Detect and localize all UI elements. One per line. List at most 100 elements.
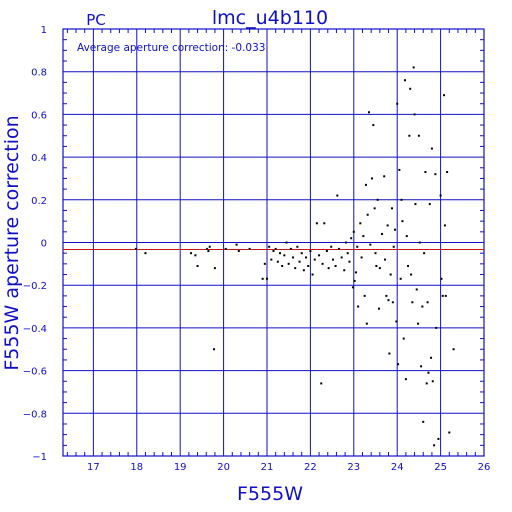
chart-title: lmc_u4b110 [212, 7, 328, 29]
data-point [235, 243, 238, 246]
data-point [369, 243, 372, 246]
data-point [134, 247, 137, 250]
data-point [425, 382, 428, 385]
data-point [248, 247, 251, 250]
data-point [437, 437, 440, 440]
data-point [330, 245, 333, 248]
data-point [410, 273, 413, 276]
data-point [274, 247, 277, 250]
data-point [261, 277, 264, 280]
data-point [423, 252, 426, 255]
data-point [285, 241, 288, 244]
data-point [307, 264, 310, 267]
data-point [407, 264, 410, 267]
data-point [415, 288, 418, 291]
data-point [354, 271, 357, 274]
y-tick-label: 0.4 [31, 153, 47, 164]
data-point [351, 286, 354, 289]
data-point [400, 198, 403, 201]
data-point [263, 262, 266, 265]
data-point [289, 247, 292, 250]
data-point [430, 147, 433, 150]
data-point [420, 365, 423, 368]
data-point [321, 262, 324, 265]
data-point [405, 235, 408, 238]
data-point [418, 241, 421, 244]
x-tick-label: 20 [217, 462, 230, 473]
data-point [377, 307, 380, 310]
data-point [401, 220, 404, 223]
data-point [387, 299, 390, 302]
data-point [430, 356, 433, 359]
data-point [383, 175, 386, 178]
data-point [362, 235, 365, 238]
data-point [356, 245, 359, 248]
data-point [433, 444, 436, 447]
data-point [213, 348, 216, 351]
data-point [344, 241, 347, 244]
data-point [292, 256, 295, 259]
data-point [353, 279, 356, 282]
data-point [378, 267, 381, 270]
data-point [348, 260, 351, 263]
data-point [313, 258, 316, 261]
data-point [381, 232, 384, 235]
x-tick-label: 25 [434, 462, 447, 473]
x-tick-label: 17 [87, 462, 100, 473]
data-point [440, 277, 443, 280]
tick-labels: 17 18 19 20 21 22 23 24 25 26 1 0.8 0.6 0.4 0.2 0 −0.2 −0… [23, 25, 491, 473]
data-point [384, 258, 387, 261]
data-point [194, 254, 197, 257]
data-point [428, 203, 431, 206]
data-point [426, 301, 429, 304]
data-point [206, 247, 209, 250]
data-point [404, 378, 407, 381]
data-point [394, 228, 397, 231]
data-point [268, 245, 271, 248]
y-tick-label: 0.8 [31, 68, 47, 79]
data-point [334, 264, 337, 267]
x-axis-label: F555W [237, 483, 303, 505]
data-point [309, 250, 312, 253]
data-point [435, 326, 438, 329]
data-point [320, 382, 323, 385]
data-point [298, 260, 301, 263]
data-point [276, 260, 279, 263]
y-axis-label: F555W aperture correction [1, 115, 23, 370]
data-point [372, 124, 375, 127]
data-point [443, 94, 446, 97]
data-point [371, 177, 374, 180]
data-point [395, 320, 398, 323]
data-point [364, 183, 367, 186]
data-point [373, 207, 376, 210]
data-point [357, 305, 360, 308]
data-point [417, 322, 420, 325]
data-point [350, 237, 353, 240]
data-point [346, 252, 349, 255]
data-point [398, 168, 401, 171]
data-point [443, 224, 446, 227]
data-point [392, 245, 395, 248]
data-point [366, 213, 369, 216]
data-point [360, 256, 363, 259]
x-tick-label: 19 [174, 462, 187, 473]
data-point [265, 277, 268, 280]
data-point [390, 207, 393, 210]
data-point [439, 194, 442, 197]
data-point [399, 277, 402, 280]
data-point [315, 222, 318, 225]
y-tick-label: −0.6 [23, 367, 47, 378]
data-point [283, 254, 286, 257]
data-point [208, 245, 211, 248]
data-point [327, 267, 330, 270]
data-point [409, 87, 412, 90]
x-tick-label: 26 [478, 462, 491, 473]
data-point [281, 264, 284, 267]
data-point [389, 273, 392, 276]
data-points [134, 66, 455, 447]
data-point [213, 267, 216, 270]
y-tick-label: 1 [41, 25, 47, 36]
average-correction-annotation: Average aperture correction: -0.033 [77, 42, 265, 54]
data-point [196, 264, 199, 267]
